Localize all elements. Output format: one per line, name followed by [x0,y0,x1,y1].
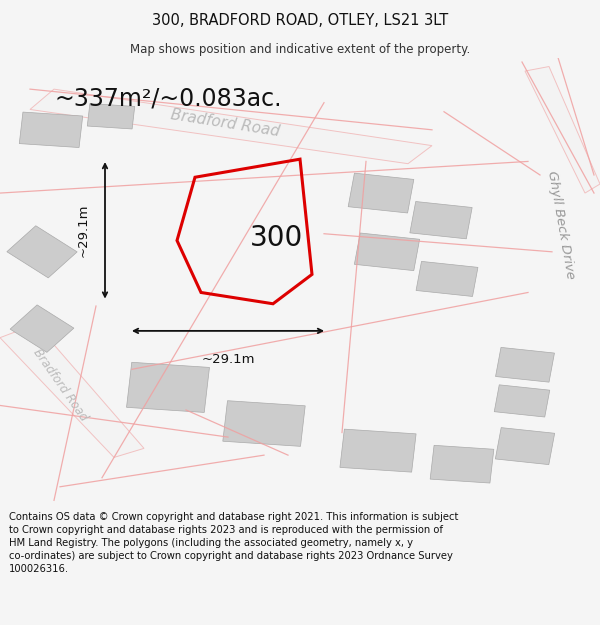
Text: Bradford Road: Bradford Road [30,346,90,424]
Polygon shape [10,305,74,352]
Text: 300: 300 [250,224,302,253]
Polygon shape [30,89,432,164]
Polygon shape [127,362,209,413]
Polygon shape [7,226,77,278]
Text: Map shows position and indicative extent of the property.: Map shows position and indicative extent… [130,43,470,56]
Polygon shape [416,261,478,296]
Polygon shape [430,446,494,483]
Polygon shape [340,429,416,472]
Text: ~29.1m: ~29.1m [201,354,255,366]
Polygon shape [19,112,83,148]
Text: Contains OS data © Crown copyright and database right 2021. This information is : Contains OS data © Crown copyright and d… [9,512,458,574]
Polygon shape [348,173,414,213]
Text: ~29.1m: ~29.1m [77,204,90,257]
Text: Bradford Road: Bradford Road [169,107,281,139]
Polygon shape [494,385,550,417]
Polygon shape [410,201,472,239]
Polygon shape [525,66,600,193]
Polygon shape [0,324,144,458]
Polygon shape [87,104,135,129]
Polygon shape [355,233,419,271]
Text: 300, BRADFORD ROAD, OTLEY, LS21 3LT: 300, BRADFORD ROAD, OTLEY, LS21 3LT [152,12,448,28]
Polygon shape [496,428,554,464]
Text: ~337m²/~0.083ac.: ~337m²/~0.083ac. [54,86,282,110]
Text: Ghyll Beck Drive: Ghyll Beck Drive [545,169,577,280]
Polygon shape [496,348,554,382]
Polygon shape [223,401,305,446]
